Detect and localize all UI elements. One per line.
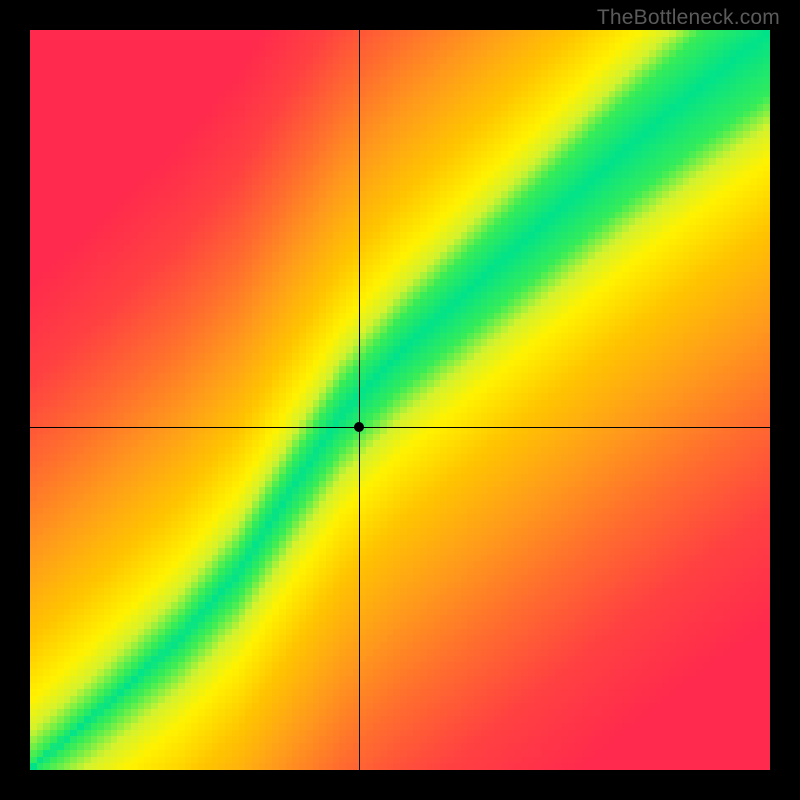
crosshair-horizontal [30, 427, 770, 428]
crosshair-marker [354, 422, 364, 432]
heatmap-canvas [30, 30, 770, 770]
chart-container: TheBottleneck.com [0, 0, 800, 800]
watermark-text: TheBottleneck.com [597, 6, 780, 30]
plot-area [30, 30, 770, 770]
crosshair-vertical [359, 30, 360, 770]
